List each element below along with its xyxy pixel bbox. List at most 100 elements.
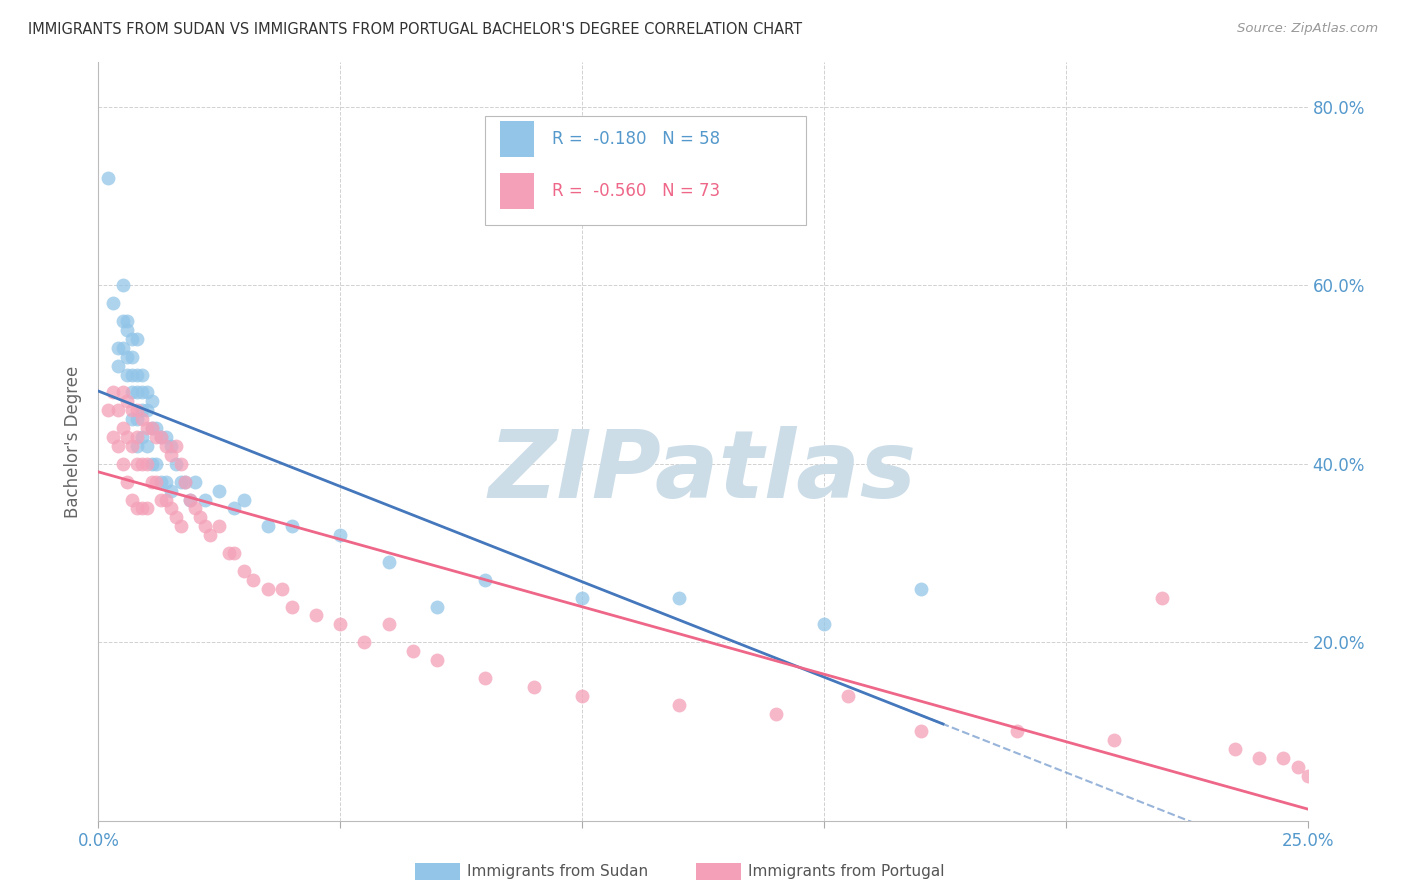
Point [155,430,177,444]
Point [1223,742,1246,756]
Point [131,430,153,444]
Point [184,475,207,489]
Point [107,403,129,417]
Point [117,394,139,409]
Point [208,483,231,498]
Point [329,617,352,632]
Point [160,483,183,498]
Text: Immigrants from Portugal: Immigrants from Portugal [748,864,945,879]
Point [208,519,231,533]
Point [121,350,143,364]
Point [1152,591,1174,605]
Point [111,278,134,293]
Point [141,421,163,435]
Point [127,439,149,453]
Point [169,475,191,489]
Point [169,519,191,533]
Point [256,519,278,533]
Point [101,296,124,310]
Point [184,501,207,516]
Point [111,341,134,355]
Point [329,528,352,542]
Point [571,591,593,605]
Point [194,492,217,507]
Point [97,403,120,417]
Point [141,421,163,435]
Point [111,314,134,328]
Point [117,368,139,382]
Point [127,385,149,400]
Point [121,332,143,346]
Point [571,689,593,703]
Point [179,492,201,507]
Point [910,724,932,739]
Point [97,171,120,186]
Point [131,403,153,417]
Point [426,653,449,667]
Point [145,421,167,435]
Point [135,439,157,453]
Point [135,501,157,516]
Point [127,368,149,382]
Point [121,385,143,400]
FancyBboxPatch shape [501,121,534,157]
Point [121,412,143,426]
Point [131,368,153,382]
Text: Immigrants from Sudan: Immigrants from Sudan [467,864,648,879]
Text: ZIPatlas: ZIPatlas [489,425,917,518]
Point [160,439,183,453]
Point [135,421,157,435]
Point [668,591,690,605]
Point [1286,760,1309,774]
Point [127,430,149,444]
Point [271,582,294,596]
Point [111,421,134,435]
Point [135,385,157,400]
FancyBboxPatch shape [501,172,534,209]
Point [198,528,221,542]
Point [145,430,167,444]
Point [117,475,139,489]
Point [131,412,153,426]
Point [837,689,859,703]
Point [101,385,124,400]
Point [222,501,245,516]
Point [117,323,139,337]
Point [127,457,149,471]
Point [121,492,143,507]
Point [402,644,425,658]
Point [141,394,163,409]
Point [107,359,129,373]
Point [523,680,546,694]
Point [141,457,163,471]
Point [141,475,163,489]
Point [242,573,264,587]
Point [117,430,139,444]
Point [127,412,149,426]
Text: R =  -0.180   N = 58: R = -0.180 N = 58 [551,130,720,148]
Point [117,314,139,328]
Point [107,341,129,355]
Point [127,501,149,516]
Point [188,510,211,524]
Point [353,635,375,649]
Point [281,519,304,533]
Point [131,457,153,471]
Point [474,573,496,587]
Text: Source: ZipAtlas.com: Source: ZipAtlas.com [1237,22,1378,36]
Point [169,457,191,471]
Point [160,501,183,516]
Point [121,439,143,453]
Point [101,430,124,444]
Point [179,492,201,507]
Point [426,599,449,614]
Point [160,448,183,462]
Point [131,385,153,400]
Point [131,501,153,516]
Point [377,617,399,632]
Point [218,546,240,560]
Point [222,546,245,560]
Point [813,617,835,632]
Point [765,706,787,721]
Point [174,475,197,489]
